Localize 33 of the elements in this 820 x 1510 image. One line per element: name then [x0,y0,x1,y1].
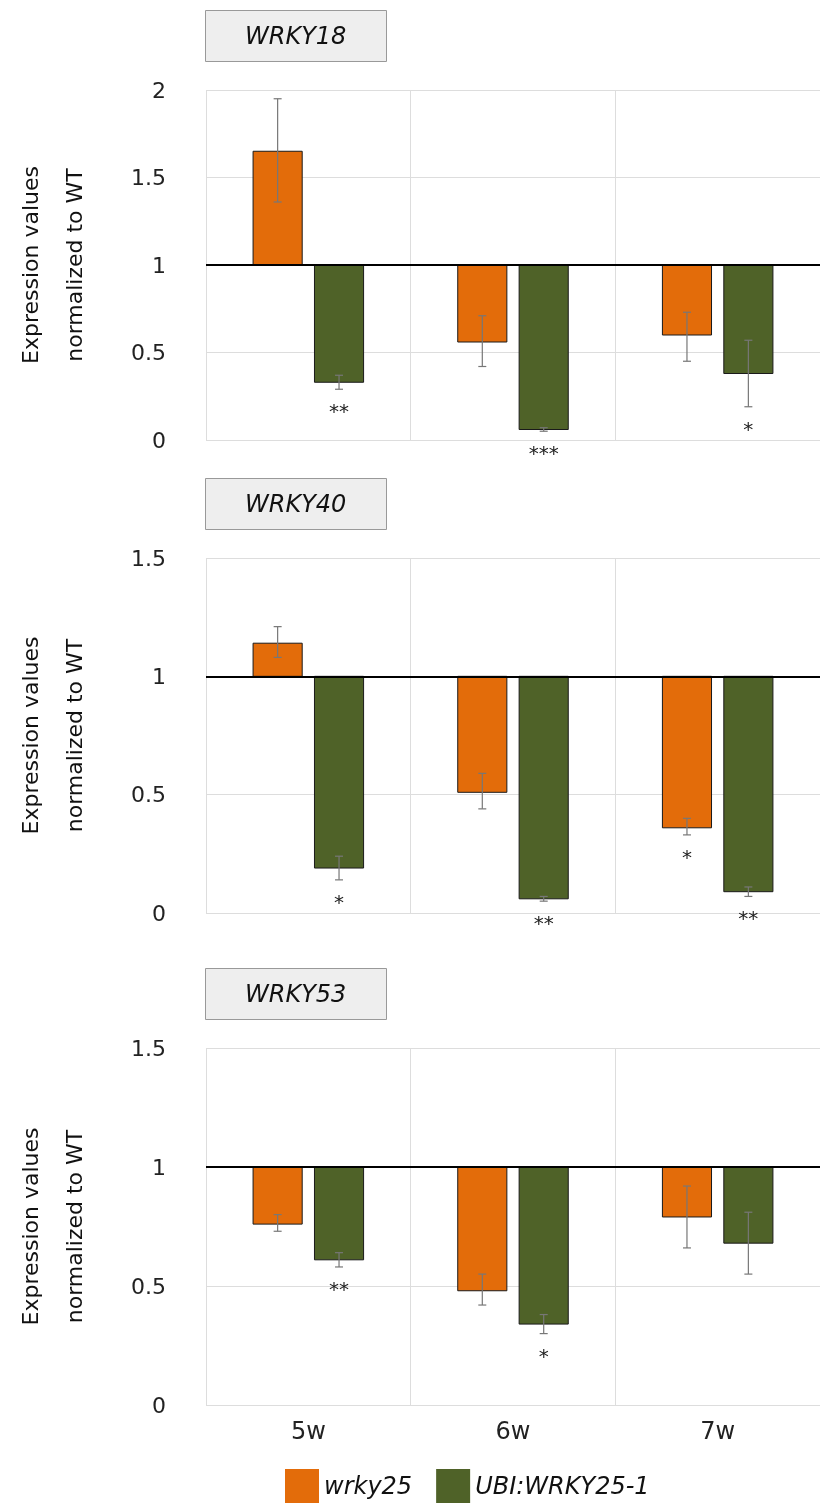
data-label: * [334,889,345,914]
data-label: ** [329,399,350,424]
data-label: ** [329,1276,350,1301]
y-tick-label: 0.5 [131,782,166,808]
data-label: * [681,844,692,869]
chart-title: WRKY40 [245,490,347,518]
data-label: ** [738,906,759,931]
data-label: *** [528,441,559,466]
legend-label: wrky25 [324,1472,413,1500]
y-tick-label: 0.5 [131,340,166,365]
y-tick-label: 1 [152,663,166,689]
chart-title: WRKY18 [245,22,347,50]
y-tick-label: 1 [152,1154,166,1180]
data-label: * [743,416,754,441]
chart-title: WRKY53 [245,980,347,1008]
y-tick-label: 0 [152,1392,166,1418]
data-label: * [538,1343,549,1368]
y-tick-label: 2 [152,77,166,103]
y-tick-label: 1.5 [131,545,166,571]
y-tick-label: 0 [152,900,166,926]
y-axis-title: Expression values normalized to WT [17,636,87,835]
x-tick-label: 6w [495,1417,531,1445]
legend-label: UBI:WRKY25-1 [475,1472,650,1500]
x-tick-label: 5w [290,1417,326,1445]
data-label: ** [533,911,554,936]
y-tick-label: 1.5 [131,165,166,190]
x-tick-label: 7w [700,1417,736,1445]
y-tick-label: 1.5 [131,1035,166,1061]
y-axis-title: Expression values normalized to WT [17,166,87,364]
y-tick-label: 1 [152,252,166,278]
y-tick-label: 0.5 [131,1273,166,1299]
y-axis-title: Expression values normalized to WT [17,1127,87,1326]
y-tick-label: 0 [152,427,166,453]
